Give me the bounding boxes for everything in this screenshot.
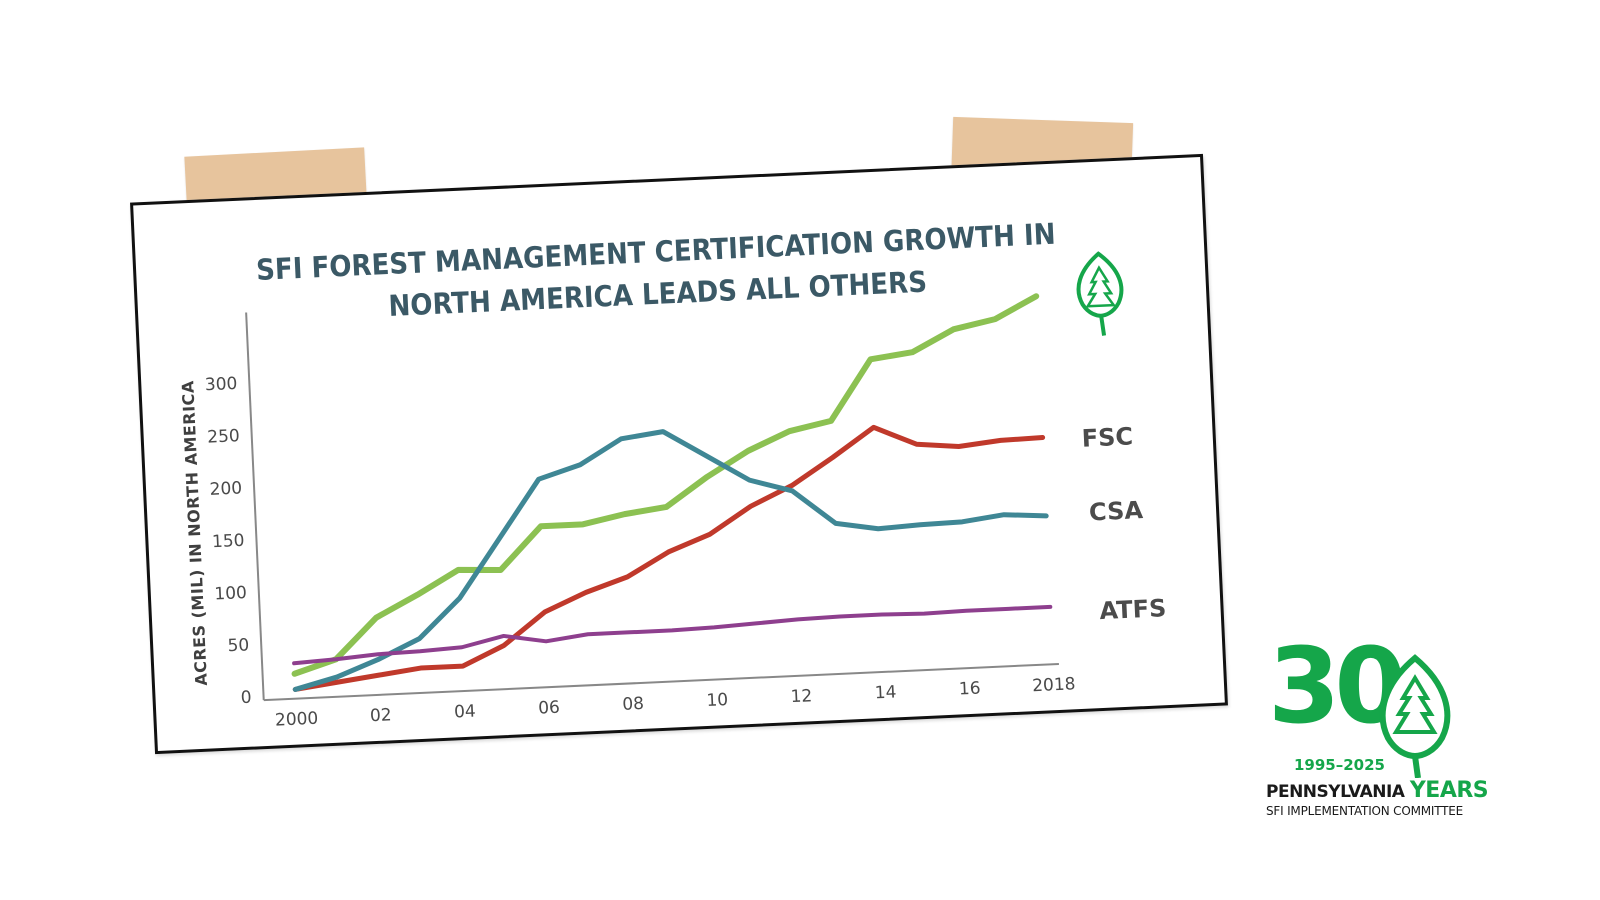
y-tick-label: 100 bbox=[214, 583, 247, 604]
y-tick-label: 0 bbox=[240, 688, 252, 708]
series-line-fsc bbox=[292, 424, 1046, 692]
sfi-30-years-badge: 30 1995–2025 PENNSYLVANIA YEARS SFI IMPL… bbox=[1262, 634, 1512, 832]
line-chart: SFI FOREST MANAGEMENT CERTIFICATION GROW… bbox=[178, 217, 1167, 731]
y-tick-label: 150 bbox=[212, 531, 245, 552]
x-tick-label: 06 bbox=[538, 698, 561, 719]
series-label-csa: CSA bbox=[1088, 496, 1144, 526]
x-tick-label: 2018 bbox=[1032, 674, 1076, 696]
y-tick-label: 250 bbox=[207, 426, 240, 447]
badge-state: PENNSYLVANIA bbox=[1266, 782, 1405, 802]
x-tick-label: 10 bbox=[706, 690, 729, 711]
series-line-csa bbox=[292, 429, 1049, 692]
x-tick-label: 04 bbox=[454, 701, 477, 722]
series-line-atfs bbox=[292, 604, 1053, 666]
x-tick-label: 12 bbox=[790, 686, 813, 707]
chart-card: SFI FOREST MANAGEMENT CERTIFICATION GROW… bbox=[130, 153, 1228, 755]
sfi-leaf-icon bbox=[1379, 654, 1451, 778]
y-axis-line bbox=[245, 312, 265, 701]
y-tick-label: 300 bbox=[204, 374, 237, 395]
x-tick-label: 2000 bbox=[275, 709, 319, 731]
x-tick-label: 16 bbox=[958, 679, 981, 700]
y-tick-label: 200 bbox=[209, 478, 242, 499]
x-tick-label: 08 bbox=[622, 694, 645, 715]
x-axis-line bbox=[263, 662, 1059, 702]
badge-years-word: YEARS bbox=[1409, 778, 1489, 803]
series-label-fsc: FSC bbox=[1081, 422, 1134, 452]
series-label-atfs: ATFS bbox=[1099, 594, 1167, 625]
y-tick-label: 50 bbox=[227, 635, 250, 656]
x-tick-label: 14 bbox=[874, 682, 897, 703]
x-tick-label: 02 bbox=[370, 705, 393, 726]
y-axis-label: ACRES (MIL) IN NORTH AMERICA bbox=[178, 380, 211, 686]
sfi-leaf-icon bbox=[1076, 251, 1124, 336]
badge-years-range: 1995–2025 bbox=[1294, 756, 1385, 774]
badge-state-line: PENNSYLVANIA YEARS bbox=[1266, 778, 1489, 803]
badge-committee: SFI IMPLEMENTATION COMMITTEE bbox=[1266, 804, 1464, 818]
series-line-sfi bbox=[291, 293, 1040, 677]
